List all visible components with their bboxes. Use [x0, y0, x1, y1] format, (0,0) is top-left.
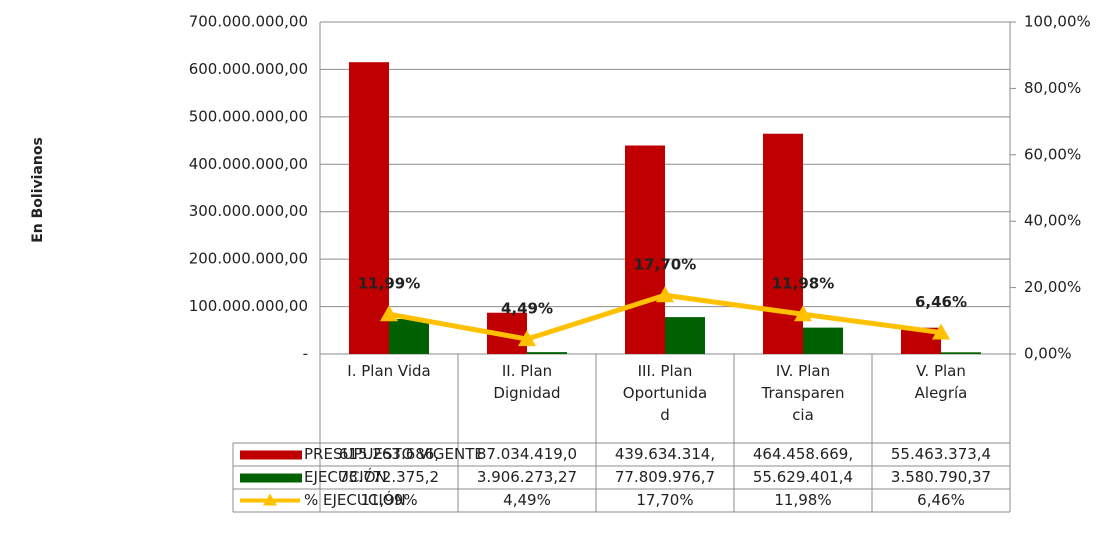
table-value: 77.809.976,7 — [615, 468, 715, 486]
y2-tick-label: 60,00% — [1024, 145, 1081, 163]
table-value: 55.463.373,4 — [891, 445, 991, 463]
y2-tick-label: 0,00% — [1024, 345, 1072, 363]
table-value: 464.458.669, — [753, 445, 853, 463]
table-value: 17,70% — [636, 491, 693, 509]
data-label: 4,49% — [501, 300, 553, 318]
table-value: 615.263.686, — [339, 445, 439, 463]
y-tick-label: 200.000.000,00 — [189, 250, 308, 268]
category-cell: II. Plan Dignidad — [493, 362, 561, 402]
y2-tick-label: 100,00% — [1024, 13, 1091, 31]
marker — [932, 323, 950, 340]
table-value: 6,46% — [917, 491, 965, 509]
x-tick-label: II. Plan Dignidad — [493, 362, 561, 402]
y-tick-label: 400.000.000,00 — [189, 155, 308, 173]
legend-key — [240, 473, 302, 483]
y2-tick-label: 80,00% — [1024, 79, 1081, 97]
bar — [625, 145, 665, 354]
y-tick-label: 100.000.000,00 — [189, 297, 308, 315]
table-value: 439.634.314, — [615, 445, 715, 463]
table-value: 11,98% — [774, 491, 831, 509]
x-tick-label: V. Plan Alegría — [914, 362, 968, 402]
bar — [389, 319, 429, 354]
table-value: 3.906.273,27 — [477, 468, 577, 486]
bar — [527, 352, 567, 354]
x-tick-label: I. Plan Vida — [347, 362, 431, 380]
legend-key — [240, 450, 302, 460]
category-cell: V. Plan Alegría — [914, 362, 968, 402]
marker — [656, 286, 674, 303]
table-value: 11,99% — [360, 491, 417, 509]
category-cell: III. Plan Oportunidad — [622, 362, 708, 424]
data-label: 11,99% — [358, 275, 420, 293]
bar — [349, 62, 389, 355]
table-value: 4,49% — [503, 491, 551, 509]
y-tick-label: 300.000.000,00 — [189, 202, 308, 220]
data-label: 17,70% — [634, 256, 696, 274]
y-tick-label: 500.000.000,00 — [189, 107, 308, 125]
legend-label: % EJECUCIÓN — [304, 490, 406, 509]
table-value: 73.772.375,2 — [339, 468, 439, 486]
table-value: 87.034.419,0 — [477, 445, 577, 463]
y-tick-label: - — [303, 345, 308, 363]
table-value: 3.580.790,37 — [891, 468, 991, 486]
y-axis-label: En Bolivianos — [30, 137, 46, 243]
y-tick-label: 600.000.000,00 — [189, 60, 308, 78]
marker — [794, 305, 812, 322]
marker — [518, 330, 536, 347]
data-label: 6,46% — [915, 293, 967, 311]
category-cell: IV. Plan Transparencia — [761, 362, 845, 424]
data-label: 11,98% — [772, 275, 834, 293]
x-tick-label: IV. Plan Transparencia — [761, 362, 845, 424]
x-tick-label: III. Plan Oportunidad — [622, 362, 708, 424]
bar — [941, 352, 981, 354]
bar — [803, 327, 843, 354]
legend-label: EJECUCIÓN — [304, 467, 387, 486]
category-cell: I. Plan Vida — [347, 362, 431, 380]
y2-tick-label: 20,00% — [1024, 278, 1081, 296]
table-value: 55.629.401,4 — [753, 468, 853, 486]
y2-tick-label: 40,00% — [1024, 212, 1081, 230]
bar — [665, 317, 705, 354]
legend-key — [263, 493, 277, 506]
legend-label: PRESUPUESTO VIGENTE — [304, 445, 484, 463]
y-tick-label: 700.000.000,00 — [189, 13, 308, 31]
marker — [380, 305, 398, 322]
